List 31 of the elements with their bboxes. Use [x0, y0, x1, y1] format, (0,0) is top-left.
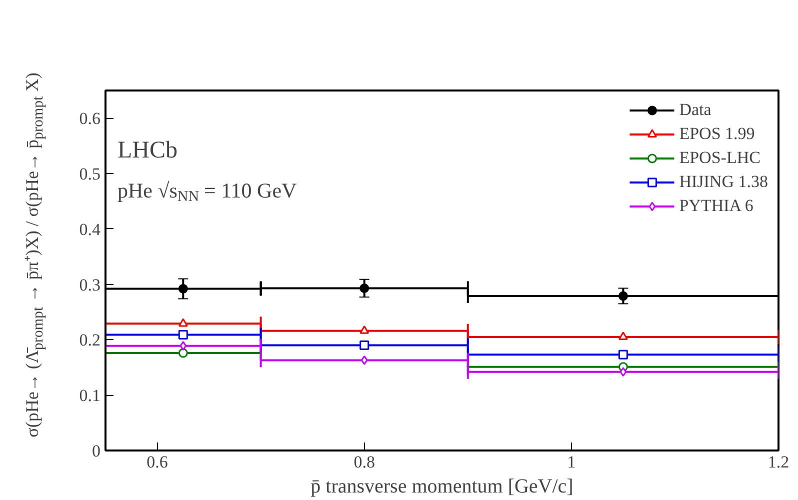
y-tick-label: 0: [92, 442, 100, 460]
point: [178, 330, 188, 340]
x-tick-label: 0.6: [146, 452, 168, 472]
point: [360, 355, 368, 365]
x-tick-label: 1: [567, 452, 576, 472]
point: [180, 341, 187, 351]
legend-label: EPOS-LHC: [679, 148, 760, 168]
point: [618, 350, 628, 360]
x-tick-label: 1.2: [768, 452, 790, 472]
y-tick-label: 0.3: [79, 275, 100, 294]
point: [178, 348, 188, 358]
y-tick-label: 0.1: [79, 386, 100, 406]
annotation: LHCb: [118, 138, 178, 164]
legend-label: HIJING 1.38: [679, 172, 768, 192]
x-tick-label: 0.8: [354, 452, 375, 472]
point: [360, 283, 370, 293]
point: [360, 340, 370, 350]
point: [178, 318, 188, 327]
point: [618, 291, 628, 301]
legend-label: PYTHIA 6: [679, 196, 754, 216]
legend-label: Data: [679, 100, 712, 120]
y-tick-label: 0.4: [79, 220, 101, 239]
y-tick-label: 0.5: [79, 164, 100, 184]
legend-label: EPOS 1.99: [679, 124, 755, 144]
point: [360, 326, 370, 334]
point: [620, 367, 627, 377]
point: [178, 284, 188, 294]
y-tick-label: 0.6: [79, 109, 100, 128]
point: [618, 332, 628, 340]
y-tick-label: 0.2: [79, 330, 100, 350]
x-axis-title: p̄ transverse momentum [GeV/c]: [310, 476, 574, 498]
